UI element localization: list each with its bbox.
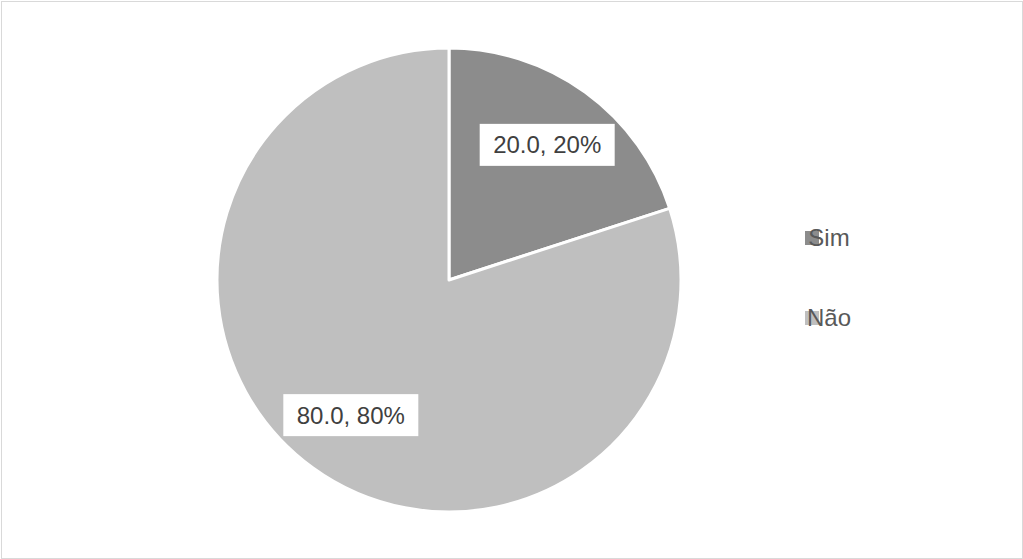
svg-text:Sim: Sim: [808, 224, 849, 251]
svg-text:80.0, 80%: 80.0, 80%: [297, 402, 405, 429]
svg-text:Não: Não: [807, 304, 851, 331]
svg-text:20.0, 20%: 20.0, 20%: [493, 131, 601, 158]
